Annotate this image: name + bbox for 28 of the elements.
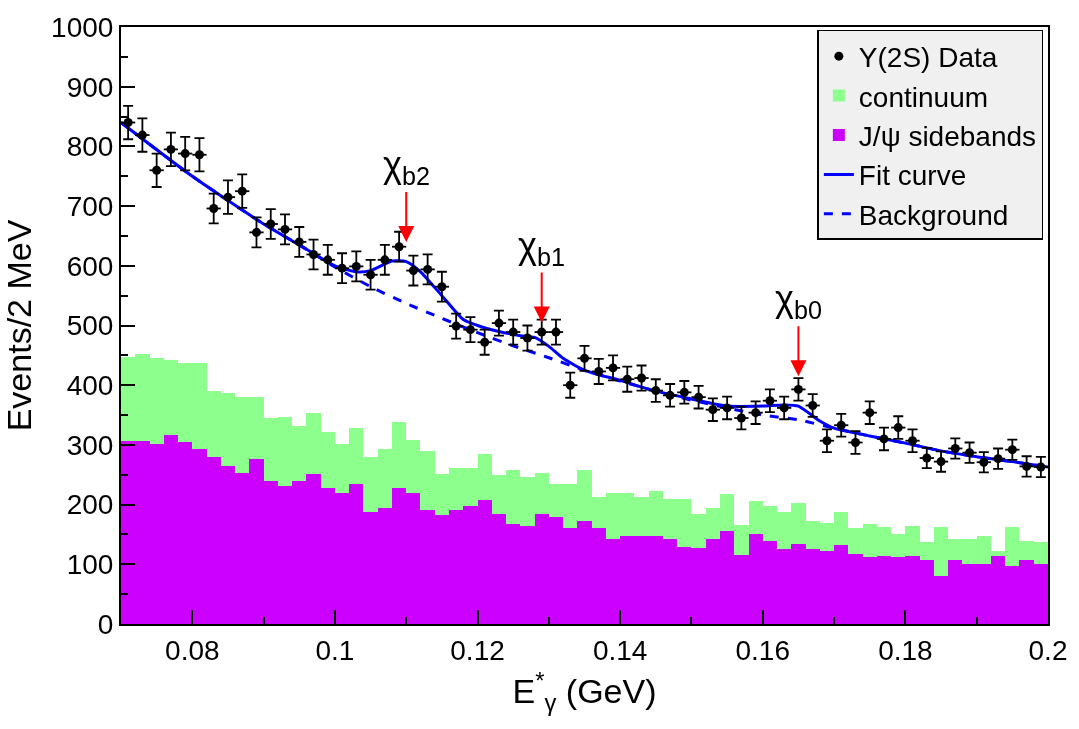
y-tick-label: 400 <box>66 370 114 401</box>
y-tick-label: 0 <box>97 608 114 640</box>
legend-label: Background <box>858 199 1009 231</box>
legend-label: Fit curve <box>858 160 967 192</box>
y-tick-label: 600 <box>66 250 114 282</box>
legend-label: continuum <box>858 81 989 113</box>
annotation: χ$_{b1}$ <box>518 225 565 271</box>
y-tick-label: 700 <box>66 190 114 222</box>
legend-label: Υ(2S) Data <box>858 42 998 74</box>
x-tick-label: 0.18 <box>878 634 933 666</box>
y-tick-label: 900 <box>66 71 114 103</box>
y-tick-label: 800 <box>66 131 114 163</box>
annotation: χ$_{b0}$ <box>775 278 822 324</box>
y-axis-title: Events/2 MeV <box>0 219 38 432</box>
y-tick-label: 1000 <box>51 11 114 43</box>
y-tick-label: 500 <box>66 310 114 342</box>
x-tick-label: 0.08 <box>165 634 220 666</box>
x-tick-label: 0.2 <box>1028 634 1068 666</box>
x-tick-label: 0.1 <box>315 634 355 666</box>
annotation: χ$_{b2}$ <box>383 144 430 190</box>
legend-label: J/ψ sidebands <box>858 120 1037 152</box>
x-tick-label: 0.14 <box>592 634 648 666</box>
y-tick-label: 300 <box>66 429 114 461</box>
y-tick-label: 200 <box>66 489 114 521</box>
x-tick-label: 0.12 <box>450 634 505 666</box>
y-tick-label: 100 <box>66 549 114 581</box>
x-tick-label: 0.16 <box>735 634 791 666</box>
x-axis-title: E$^{*}$$_{γ}$ (GeV) <box>512 667 657 716</box>
